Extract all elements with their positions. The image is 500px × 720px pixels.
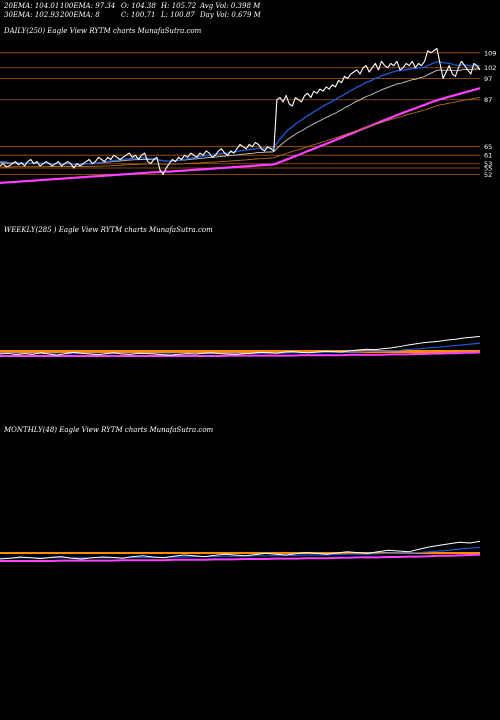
weekly-panel-title: WEEKLY(285 ) Eagle View RYTM charts Muna…: [4, 226, 213, 234]
monthly-panel-title: MONTHLY(48) Eagle View RYTM charts Munaf…: [4, 426, 214, 434]
y-tick-label: 87: [484, 96, 492, 104]
ema200-series-line: [0, 351, 481, 357]
ema200-series-line: [0, 553, 481, 562]
volume-band: [0, 350, 480, 353]
y-tick-label: 61: [484, 152, 492, 160]
y-tick-label: 97: [484, 75, 492, 83]
y-tick-label: 102: [484, 64, 496, 72]
y-tick-label: 52: [484, 171, 492, 179]
ema20-series-line: [0, 61, 481, 166]
monthly-chart: [0, 540, 481, 562]
y-tick-label: 109: [484, 49, 496, 57]
ema200-label: 200EMA: 8: [60, 11, 100, 19]
ema100-series-line: [0, 96, 481, 168]
ema30-series-line: [0, 68, 480, 165]
close-label: C: 100.71: [121, 11, 156, 19]
weekly-chart: [0, 335, 481, 357]
y-tick-label: 53: [484, 160, 492, 168]
y-tick-label: 55: [484, 165, 492, 173]
open-label: O: 104.38: [121, 2, 156, 10]
volume-band: [0, 552, 480, 554]
price-series-line: [0, 540, 481, 560]
day-vol-label: Day Vol: 0.679 M: [200, 11, 261, 19]
ema20-series-line: [0, 546, 481, 559]
ema100-label: 100EMA: 97.34: [60, 2, 116, 10]
price-series-line: [0, 335, 481, 356]
daily-panel-title: DAILY(250) Eagle View RYTM charts Munafa…: [4, 27, 202, 35]
avg-vol-label: Avg Vol: 0.398 M: [200, 2, 261, 10]
ema30-label: 30EMA: 102.93: [4, 11, 60, 19]
ema20-label: 20EMA: 104.01: [4, 2, 60, 10]
price-series-line: [0, 47, 481, 175]
y-tick-label: 65: [484, 143, 492, 151]
low-label: L: 100.87: [161, 11, 195, 19]
ema200-series-line: [0, 87, 481, 184]
high-label: H: 105.72: [161, 2, 197, 10]
